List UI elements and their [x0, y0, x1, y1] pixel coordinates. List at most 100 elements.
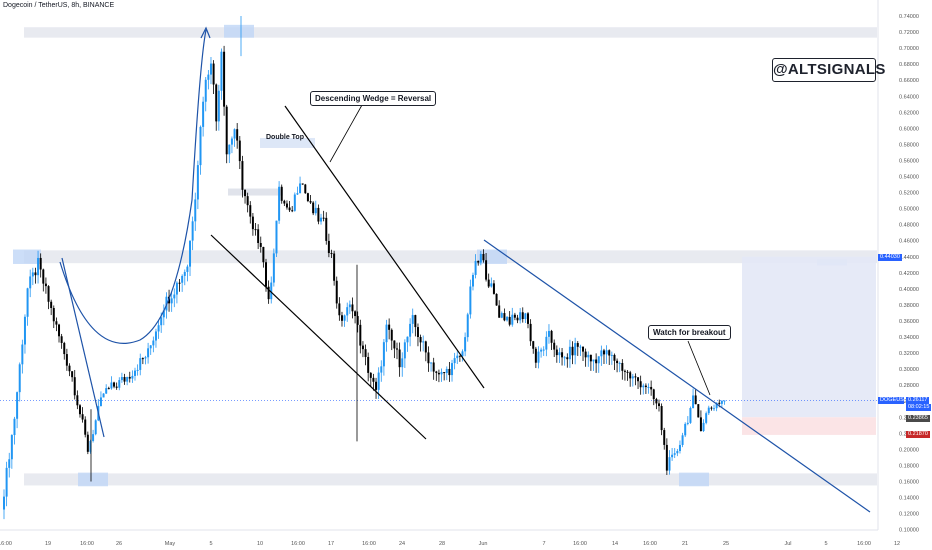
- candle-body: [288, 207, 291, 211]
- candle-body: [134, 370, 136, 376]
- candle-body: [278, 186, 281, 221]
- candle-body: [377, 372, 380, 390]
- candle-body: [356, 316, 359, 325]
- price-tag-countdown: 08:02:15: [906, 404, 932, 411]
- candle-body: [322, 217, 325, 219]
- candle-body: [595, 359, 598, 364]
- candle-body: [430, 362, 433, 364]
- candle-body: [485, 260, 488, 280]
- y-tick-label: 0.38000: [899, 303, 919, 309]
- candle-body: [566, 357, 569, 360]
- candle-body: [209, 63, 212, 75]
- candle-body: [118, 380, 121, 388]
- y-tick-label: 0.58000: [899, 142, 919, 148]
- wedge-callout: Descending Wedge = Reversal: [310, 91, 437, 106]
- candle-body: [621, 362, 624, 371]
- candle-body: [443, 372, 446, 374]
- candle-body: [592, 359, 595, 362]
- candle-body: [113, 382, 116, 387]
- candle-body: [382, 342, 385, 367]
- candle-body: [126, 376, 129, 382]
- y-tick-label: 0.44000: [899, 255, 919, 261]
- candle-body: [550, 330, 553, 343]
- candle-body: [602, 350, 605, 355]
- candle-body: [422, 341, 425, 343]
- candle-body: [503, 313, 506, 321]
- candle-body: [508, 316, 511, 325]
- wedge-lower: [210, 234, 427, 440]
- candle-body: [265, 262, 267, 287]
- candle-body: [144, 357, 147, 359]
- candle-body: [44, 283, 47, 287]
- double-top-label: Double Top: [266, 134, 304, 141]
- candle-body: [490, 283, 493, 287]
- watermark-logo: @ALTSIGNALS: [772, 58, 885, 82]
- candle-body: [330, 253, 333, 255]
- candle-body: [21, 344, 24, 365]
- candle-body: [600, 350, 603, 357]
- candle-body: [244, 189, 247, 197]
- candle-body: [314, 207, 317, 214]
- candle-body: [270, 282, 273, 300]
- candle-body: [644, 385, 647, 388]
- price-tag-stop: 0.21870: [906, 431, 930, 438]
- candle-body: [170, 298, 173, 304]
- candle-body: [605, 350, 608, 355]
- x-tick-label: 16:00: [857, 541, 871, 547]
- breakout-pointer: [687, 340, 711, 396]
- candle-body: [492, 283, 495, 294]
- wedge-upper: [284, 105, 485, 389]
- y-tick-label: 0.64000: [899, 94, 919, 100]
- candle-body: [236, 129, 239, 141]
- candle-body: [154, 331, 157, 341]
- candle-body: [283, 200, 286, 204]
- candle-body: [301, 183, 304, 185]
- candle-body: [532, 341, 535, 349]
- y-tick-label: 0.42000: [899, 271, 919, 277]
- candle-body: [521, 312, 524, 320]
- candle-body: [34, 272, 37, 276]
- candle-body: [139, 358, 142, 370]
- x-tick-label: 21: [682, 541, 688, 547]
- zone-top: [24, 27, 877, 38]
- x-tick-label: 25: [723, 541, 729, 547]
- y-tick-label: 0.20000: [899, 447, 919, 453]
- candle-body: [409, 323, 412, 337]
- x-tick-label: Jun: [479, 541, 488, 547]
- price-tag-current: 0.26117: [906, 397, 930, 404]
- candle-body: [571, 346, 574, 356]
- candle-body: [320, 217, 323, 222]
- candle-body: [427, 352, 430, 364]
- candle-body: [364, 349, 367, 357]
- candle-body: [225, 106, 228, 155]
- candle-body: [165, 296, 168, 311]
- candle-body: [3, 496, 5, 510]
- candle-body: [136, 369, 139, 371]
- candle-body: [181, 275, 184, 283]
- candle-body: [545, 336, 548, 350]
- candle-body: [723, 400, 726, 402]
- candle-body: [411, 315, 414, 324]
- candle-body: [275, 220, 278, 254]
- rounding-curve: [59, 29, 207, 344]
- candle-body: [157, 325, 160, 332]
- y-tick-label: 0.34000: [899, 335, 919, 341]
- candle-body: [453, 358, 456, 364]
- candle-body: [553, 342, 556, 350]
- x-tick-label: 14: [612, 541, 618, 547]
- candle-body: [259, 243, 262, 247]
- candle-body: [634, 376, 637, 378]
- candle-body: [694, 395, 697, 405]
- candle-body: [249, 205, 252, 217]
- wedge-pointer: [329, 104, 363, 163]
- candle-body: [173, 294, 176, 299]
- candle-body: [52, 308, 55, 322]
- candle-body: [663, 430, 666, 445]
- candle-body: [86, 434, 89, 452]
- candle-body: [55, 321, 58, 325]
- candle-body: [414, 315, 417, 328]
- candle-body: [419, 336, 422, 343]
- candle-body: [626, 371, 629, 373]
- y-tick-label: 0.46000: [899, 239, 919, 245]
